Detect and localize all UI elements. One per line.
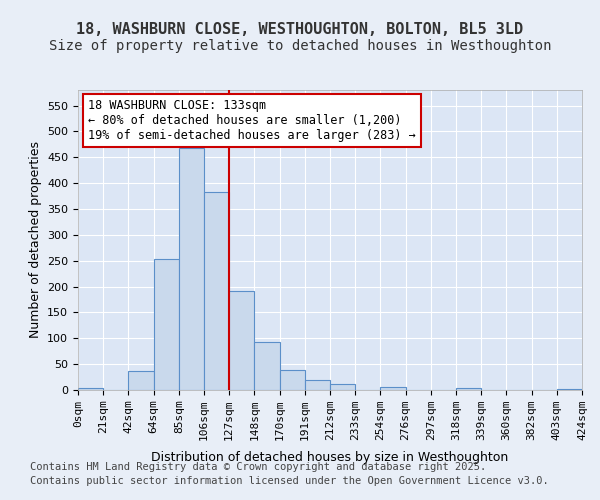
Bar xyxy=(456,388,481,390)
Bar xyxy=(305,380,330,390)
Bar xyxy=(229,290,254,390)
Bar xyxy=(179,148,204,390)
Text: 18, WASHBURN CLOSE, WESTHOUGHTON, BOLTON, BL5 3LD: 18, WASHBURN CLOSE, WESTHOUGHTON, BOLTON… xyxy=(76,22,524,38)
X-axis label: Distribution of detached houses by size in Westhoughton: Distribution of detached houses by size … xyxy=(151,452,509,464)
Text: Contains HM Land Registry data © Crown copyright and database right 2025.: Contains HM Land Registry data © Crown c… xyxy=(30,462,486,472)
Bar xyxy=(254,342,280,390)
Bar xyxy=(557,389,582,390)
Bar xyxy=(380,388,406,390)
Bar xyxy=(280,370,305,390)
Bar xyxy=(204,192,229,390)
Bar xyxy=(154,259,179,390)
Bar xyxy=(330,384,355,390)
Y-axis label: Number of detached properties: Number of detached properties xyxy=(29,142,41,338)
Text: Size of property relative to detached houses in Westhoughton: Size of property relative to detached ho… xyxy=(49,39,551,53)
Text: Contains public sector information licensed under the Open Government Licence v3: Contains public sector information licen… xyxy=(30,476,549,486)
Bar xyxy=(78,388,103,390)
Text: 18 WASHBURN CLOSE: 133sqm
← 80% of detached houses are smaller (1,200)
19% of se: 18 WASHBURN CLOSE: 133sqm ← 80% of detac… xyxy=(88,99,416,142)
Bar xyxy=(128,371,154,390)
